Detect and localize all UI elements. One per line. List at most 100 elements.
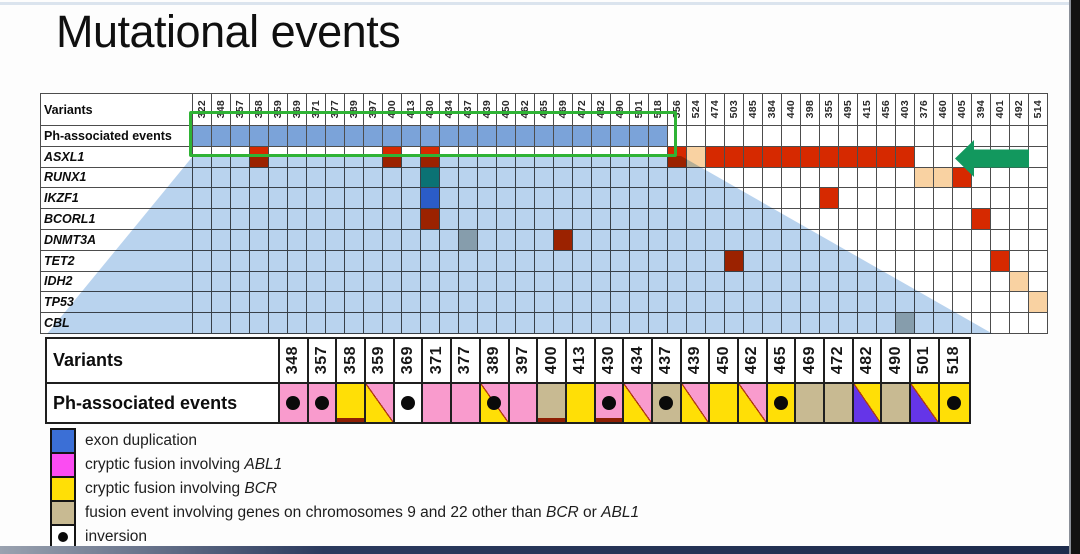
ph-event-cell bbox=[383, 126, 402, 147]
mutation-cell bbox=[953, 271, 972, 293]
variant-id-text: 377 bbox=[456, 346, 474, 375]
variant-id-text: 490 bbox=[886, 346, 904, 375]
mutation-cell bbox=[706, 209, 725, 230]
mutation-cell bbox=[345, 271, 364, 293]
mutation-cell bbox=[592, 167, 611, 189]
variant-column-header: 403 bbox=[896, 94, 915, 126]
variant-column-header: 465 bbox=[767, 339, 797, 384]
ph-event-cell bbox=[193, 126, 212, 147]
inversion-dot bbox=[58, 532, 68, 542]
mutation-cell bbox=[250, 313, 269, 334]
mutation-cell bbox=[573, 209, 592, 230]
variant-column-header: 413 bbox=[402, 94, 421, 126]
mutation-cell bbox=[706, 188, 725, 210]
mutation-cell bbox=[782, 167, 801, 189]
mutation-cell bbox=[877, 188, 896, 210]
variant-column-header: 430 bbox=[595, 339, 625, 384]
mutation-cell bbox=[953, 313, 972, 334]
mutation-cell bbox=[535, 188, 554, 210]
variant-column-header: 469 bbox=[554, 94, 573, 126]
variant-column-header: 415 bbox=[858, 94, 877, 126]
ph-event-cell bbox=[231, 126, 250, 147]
mutation-cell bbox=[744, 188, 763, 210]
mutation-cell bbox=[212, 209, 231, 230]
mutation-cell bbox=[554, 292, 573, 314]
ph-event-cell bbox=[839, 126, 858, 147]
mutation-cell bbox=[706, 292, 725, 314]
variant-id-text: 469 bbox=[800, 346, 818, 375]
mutation-cell bbox=[896, 229, 915, 251]
variant-column-header: 430 bbox=[421, 94, 440, 126]
mutation-cell bbox=[763, 188, 782, 210]
mutation-cell bbox=[934, 292, 953, 314]
mutation-cell bbox=[326, 313, 345, 334]
legend-swatch-blue bbox=[50, 428, 76, 454]
mutation-cell bbox=[839, 271, 858, 293]
variant-id-text: 450 bbox=[714, 346, 732, 375]
variant-column-header: 514 bbox=[1029, 94, 1048, 126]
mutation-cell bbox=[611, 271, 630, 293]
variant-column-header: 437 bbox=[652, 339, 682, 384]
mutation-cell bbox=[630, 167, 649, 189]
ph-event-cell bbox=[725, 126, 744, 147]
mutation-cell bbox=[1010, 250, 1029, 272]
mutation-cell bbox=[402, 188, 421, 210]
mutation-cell bbox=[668, 229, 687, 251]
mutation-cell bbox=[402, 229, 421, 251]
mutation-cell bbox=[668, 250, 687, 272]
mutation-cell bbox=[193, 250, 212, 272]
legend-swatch-magenta bbox=[50, 452, 76, 478]
legend-text: fusion event involving genes on chromoso… bbox=[85, 504, 546, 521]
mutation-cell bbox=[877, 271, 896, 293]
mutation-cell bbox=[516, 229, 535, 251]
mutation-cell bbox=[516, 188, 535, 210]
variant-column-header: 400 bbox=[538, 339, 567, 384]
mutation-cell bbox=[478, 250, 497, 272]
mutation-cell bbox=[1010, 292, 1029, 314]
mutation-cell bbox=[915, 209, 934, 230]
mutation-cell bbox=[1010, 188, 1029, 210]
variant-column-header: 376 bbox=[915, 94, 934, 126]
mutation-cell bbox=[915, 229, 934, 251]
mutation-cell bbox=[250, 271, 269, 293]
mutation-cell bbox=[839, 292, 858, 314]
mutation-cell bbox=[231, 229, 250, 251]
ph-event-cell bbox=[592, 126, 611, 147]
mutation-cell bbox=[364, 188, 383, 210]
mutation-cell bbox=[592, 209, 611, 230]
ph-event-cell bbox=[345, 126, 364, 147]
mutation-cell bbox=[1029, 313, 1048, 334]
variant-column-header: 369 bbox=[288, 94, 307, 126]
mutation-cell bbox=[440, 271, 459, 293]
inversion-dot bbox=[601, 396, 616, 410]
mutation-cell bbox=[554, 250, 573, 272]
gene-row-label: TET2 bbox=[41, 250, 193, 272]
gene-name-italic: BCR bbox=[244, 480, 278, 497]
ph-event-cell bbox=[630, 126, 649, 147]
mutation-cell bbox=[934, 250, 953, 272]
mutation-cell bbox=[801, 250, 820, 272]
mutation-cell bbox=[269, 167, 288, 189]
mutation-cell bbox=[763, 209, 782, 230]
mutation-cell bbox=[706, 146, 725, 168]
ph-event-cell bbox=[991, 126, 1010, 147]
variant-id-text: 400 bbox=[542, 346, 560, 375]
mutation-cell bbox=[193, 313, 212, 334]
mutation-cell bbox=[554, 167, 573, 189]
mutation-cell bbox=[744, 313, 763, 334]
inversion-dot bbox=[401, 396, 416, 410]
mutation-cell bbox=[459, 271, 478, 293]
mutation-cell bbox=[611, 229, 630, 251]
mutation-cell bbox=[326, 209, 345, 230]
variant-id-text: 501 bbox=[915, 346, 933, 375]
mutation-cell bbox=[858, 188, 877, 210]
mutation-cell bbox=[725, 146, 744, 168]
mutation-cell bbox=[820, 167, 839, 189]
variant-column-header: 501 bbox=[911, 339, 940, 384]
mutation-cell bbox=[725, 167, 744, 189]
legend-item-label: cryptic fusion involving BCR bbox=[85, 480, 277, 498]
mutation-cell bbox=[383, 313, 402, 334]
mutation-cell bbox=[611, 313, 630, 334]
mutation-cell bbox=[896, 167, 915, 189]
